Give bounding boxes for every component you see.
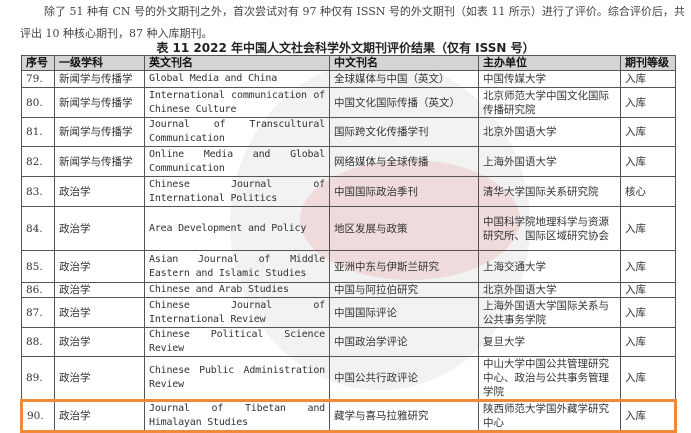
intro-paragraph-line1: 除了 51 种有 CN 号的外文期刊之外，首次尝试对有 97 种仅有 ISSN … xyxy=(44,5,685,18)
row-number-cell: 90. xyxy=(20,399,55,433)
table-row: 85. 政治学 Asian Journal of Middle Eastern an… xyxy=(21,250,676,283)
english-title-cell: Journal of Transcultural Communication xyxy=(144,117,330,147)
table-row: 88. 政治学 Chinese Political Science Review 中国… xyxy=(21,327,676,357)
sponsor-cell: 北京外国语大学 xyxy=(478,117,621,147)
english-title-cell: Global Media and China xyxy=(144,70,330,88)
discipline-cell: 新闻学与传播学 xyxy=(54,70,145,88)
row-number-cell: 82. xyxy=(21,146,55,177)
chinese-title-cell: 中国文化国际传播（英文） xyxy=(329,87,479,118)
table-row: 87. 政治学 Chinese Journal of International R… xyxy=(21,297,676,328)
discipline-cell: 政治学 xyxy=(54,327,145,357)
discipline-cell: 新闻学与传播学 xyxy=(54,146,145,177)
row-number-cell: 87. xyxy=(21,297,55,328)
table-row: 83. 政治学 Chinese Journal of International P… xyxy=(21,176,676,207)
table-row: 90. 政治学 Journal of Tibetan and Himalayan S… xyxy=(20,399,677,433)
table-row: 86. 政治学 Chinese and Arab Studies 中国与阿拉伯研究 北京… xyxy=(21,282,676,298)
sponsor-cell: 陕西师范大学国外藏学研究中心 xyxy=(478,399,621,433)
table-row: 89. 政治学 Chinese Public Administration Revi… xyxy=(21,356,676,401)
english-title-cell: Online Media and Global Communication xyxy=(144,146,330,177)
chinese-title-cell: 网络媒体与全球传播 xyxy=(329,146,479,177)
english-title-cell: Chinese Political Science Review xyxy=(144,327,330,357)
chinese-title-cell: 中国公共行政评论 xyxy=(329,356,479,401)
chinese-title-cell: 中国与阿拉伯研究 xyxy=(329,282,479,298)
sponsor-cell: 北京外国语大学 xyxy=(478,282,621,298)
journal-level-cell: 核心 xyxy=(620,176,676,207)
sponsor-cell: 上海外国语大学 xyxy=(478,146,621,177)
row-number-cell: 80. xyxy=(21,87,55,118)
sponsor-cell: 清华大学国际关系研究院 xyxy=(478,176,621,207)
journal-evaluation-table: 序号 一级学科 英文刊名 中文刊名 主办单位 期刊等级 79. 新闻学与传播学 Global … xyxy=(20,55,677,433)
journal-level-cell: 入库 xyxy=(620,87,676,118)
journal-level-cell: 入库 xyxy=(620,399,677,433)
sponsor-cell: 中国传媒大学 xyxy=(478,70,621,88)
journal-level-cell: 入库 xyxy=(620,250,676,283)
sponsor-cell: 上海外国语大学国际关系与公共事务学院 xyxy=(478,297,621,328)
english-title-cell: Chinese and Arab Studies xyxy=(144,282,330,298)
row-number-cell: 79. xyxy=(21,70,55,88)
discipline-cell: 新闻学与传播学 xyxy=(54,117,145,147)
journal-level-cell: 入库 xyxy=(620,146,676,177)
chinese-title-cell: 中国国际政治季刊 xyxy=(329,176,479,207)
column-header: 一级学科 xyxy=(54,55,145,71)
discipline-cell: 政治学 xyxy=(54,282,145,298)
row-number-cell: 89. xyxy=(21,356,55,401)
table-row: 82. 新闻学与传播学 Online Media and Global Commun… xyxy=(21,146,676,177)
discipline-cell: 政治学 xyxy=(54,176,145,207)
column-header: 期刊等级 xyxy=(620,55,676,71)
table-header-row: 序号 一级学科 英文刊名 中文刊名 主办单位 期刊等级 xyxy=(21,55,676,71)
journal-level-cell: 入库 xyxy=(620,70,676,88)
journal-level-cell: 入库 xyxy=(620,206,676,251)
journal-level-cell: 入库 xyxy=(620,356,676,401)
column-header: 英文刊名 xyxy=(144,55,330,71)
chinese-title-cell: 全球媒体与中国（英文） xyxy=(329,70,479,88)
row-number-cell: 81. xyxy=(21,117,55,147)
journal-level-cell: 入库 xyxy=(620,282,676,298)
row-number-cell: 88. xyxy=(21,327,55,357)
journal-level-cell: 入库 xyxy=(620,297,676,328)
journal-level-cell: 入库 xyxy=(620,327,676,357)
row-number-cell: 83. xyxy=(21,176,55,207)
row-number-cell: 86. xyxy=(21,282,55,298)
chinese-title-cell: 亚洲中东与伊斯兰研究 xyxy=(329,250,479,283)
english-title-cell: Journal of Tibetan and Himalayan Studies xyxy=(144,399,330,433)
discipline-cell: 政治学 xyxy=(54,356,145,401)
table-title: 表 11 2022 年中国人文社会科学外文期刊评价结果（仅有 ISSN 号） xyxy=(156,41,535,55)
column-header: 序号 xyxy=(21,55,55,71)
english-title-cell: Chinese Public Administration Review xyxy=(144,356,330,401)
english-title-cell: International communication of Chinese C… xyxy=(144,87,330,118)
discipline-cell: 政治学 xyxy=(54,250,145,283)
discipline-cell: 政治学 xyxy=(54,399,145,433)
sponsor-cell: 中山大学中国公共管理研究中心、政治与公共事务管理学院 xyxy=(478,356,621,401)
english-title-cell: Asian Journal of Middle Eastern and Isla… xyxy=(144,250,330,283)
sponsor-cell: 北京师范大学中国文化国际传播研究院 xyxy=(478,87,621,118)
english-title-cell: Chinese Journal of International Politic… xyxy=(144,176,330,207)
english-title-cell: Chinese Journal of International Review xyxy=(144,297,330,328)
table-row: 79. 新闻学与传播学 Global Media and China 全球媒体与中国（… xyxy=(21,70,676,88)
chinese-title-cell: 地区发展与政策 xyxy=(329,206,479,251)
chinese-title-cell: 中国国际评论 xyxy=(329,297,479,328)
table-row: 81. 新闻学与传播学 Journal of Transcultural Commu… xyxy=(21,117,676,147)
chinese-title-cell: 藏学与喜马拉雅研究 xyxy=(329,399,479,433)
chinese-title-cell: 中国政治学评论 xyxy=(329,327,479,357)
chinese-title-cell: 国际跨文化传播学刊 xyxy=(329,117,479,147)
column-header: 主办单位 xyxy=(478,55,621,71)
discipline-cell: 政治学 xyxy=(54,297,145,328)
intro-paragraph-line2: 评出 10 种核心期刊，87 种入库期刊。 xyxy=(20,27,213,40)
row-number-cell: 85. xyxy=(21,250,55,283)
table-row: 84. 政治学 Area Development and Policy 地区发展与政策… xyxy=(21,206,676,251)
discipline-cell: 政治学 xyxy=(54,206,145,251)
sponsor-cell: 复旦大学 xyxy=(478,327,621,357)
english-title-cell: Area Development and Policy xyxy=(144,206,330,251)
column-header: 中文刊名 xyxy=(329,55,479,71)
discipline-cell: 新闻学与传播学 xyxy=(54,87,145,118)
sponsor-cell: 中国科学院地理科学与资源研究所、国际区域研究协会 xyxy=(478,206,621,251)
table-row: 80. 新闻学与传播学 International communication of… xyxy=(21,87,676,118)
row-number-cell: 84. xyxy=(21,206,55,251)
journal-level-cell: 入库 xyxy=(620,117,676,147)
sponsor-cell: 上海交通大学 xyxy=(478,250,621,283)
